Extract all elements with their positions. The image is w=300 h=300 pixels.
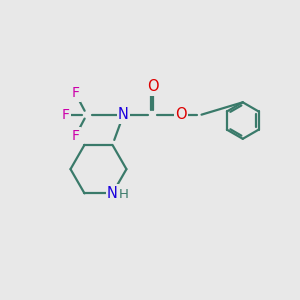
Text: H: H: [119, 188, 129, 201]
Text: O: O: [147, 79, 159, 94]
Text: O: O: [175, 107, 187, 122]
Text: N: N: [107, 186, 118, 201]
Text: F: F: [71, 129, 80, 143]
Text: F: F: [71, 86, 80, 100]
Text: N: N: [118, 107, 129, 122]
Text: F: F: [61, 108, 70, 122]
